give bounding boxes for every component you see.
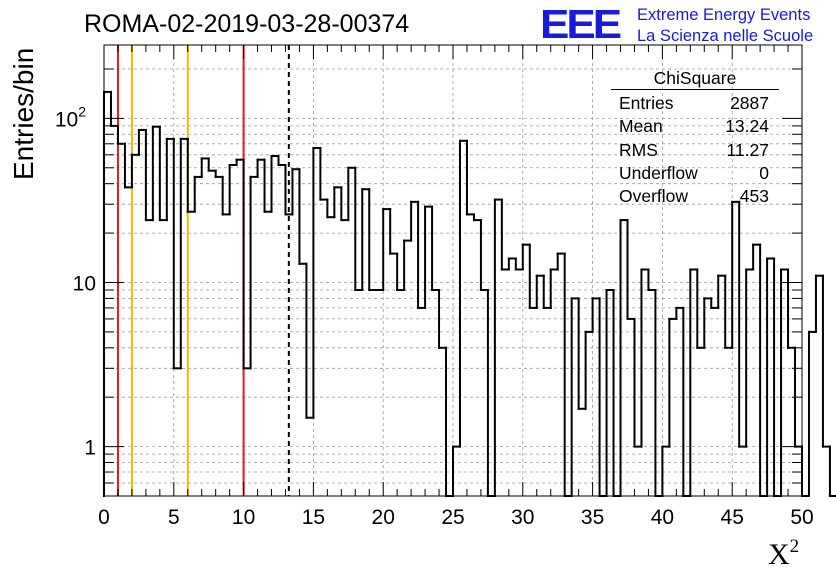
x-axis-label-exponent: 2: [790, 536, 800, 557]
x-tick-label: 35: [581, 506, 604, 529]
x-tick-label: 10: [232, 506, 255, 529]
grid-layer: [104, 45, 802, 496]
stats-row-rms: RMS 11.27: [611, 139, 779, 162]
stats-key: Mean: [619, 116, 663, 137]
x-tick-label: 20: [372, 506, 395, 529]
logo-text-line2: La Scienza nelle Scuole: [637, 27, 814, 45]
x-axis-label: X2: [768, 536, 799, 571]
x-tick-label: 30: [511, 506, 534, 529]
y-tick-label-base: 1: [84, 437, 96, 460]
stats-key: RMS: [619, 139, 658, 160]
y-axis-label: Entries/bin: [8, 48, 39, 180]
stats-value: 453: [739, 186, 769, 207]
stats-row-mean: Mean 13.24: [611, 115, 779, 138]
run-title: ROMA-02-2019-03-28-00374: [84, 10, 410, 38]
logo-text-line1: Extreme Energy Events: [637, 6, 811, 24]
y-tick-label: 10: [73, 272, 96, 295]
stats-value: 13.24: [725, 116, 769, 137]
stats-row-overflow: Overflow 453: [611, 185, 779, 208]
stats-key: Overflow: [619, 186, 689, 207]
stats-box: ChiSquare Entries 2887 Mean 13.24 RMS 11…: [611, 67, 779, 208]
tick-layer: [103, 45, 803, 497]
stats-key: Underflow: [619, 162, 698, 183]
reference-lines: [116, 45, 290, 496]
stats-row-underflow: Underflow 0: [611, 162, 779, 185]
x-tick-label: 25: [441, 506, 464, 529]
x-tick-label: 0: [98, 506, 110, 529]
stats-key: Entries: [619, 93, 674, 113]
stats-value: 2887: [730, 93, 769, 113]
x-tick-label: 50: [790, 506, 813, 529]
x-tick-label: 15: [302, 506, 325, 529]
stats-value: 11.27: [726, 139, 770, 160]
stats-box-title: ChiSquare: [611, 67, 779, 90]
y-tick-label: 1: [84, 437, 96, 460]
y-tick-label-base: 10: [55, 108, 78, 131]
y-tick-label-base: 10: [73, 272, 96, 295]
stats-value: 0: [759, 162, 769, 183]
y-tick-label-exponent: 2: [78, 103, 86, 119]
y-tick-label: 102: [55, 103, 86, 131]
stats-row-entries: Entries 2887: [611, 92, 779, 115]
x-tick-label: 40: [651, 506, 674, 529]
x-axis-label-base: X: [768, 538, 790, 571]
logo-mark: EEE: [540, 2, 622, 48]
x-tick-label: 5: [168, 506, 180, 529]
x-tick-label: 45: [721, 506, 744, 529]
